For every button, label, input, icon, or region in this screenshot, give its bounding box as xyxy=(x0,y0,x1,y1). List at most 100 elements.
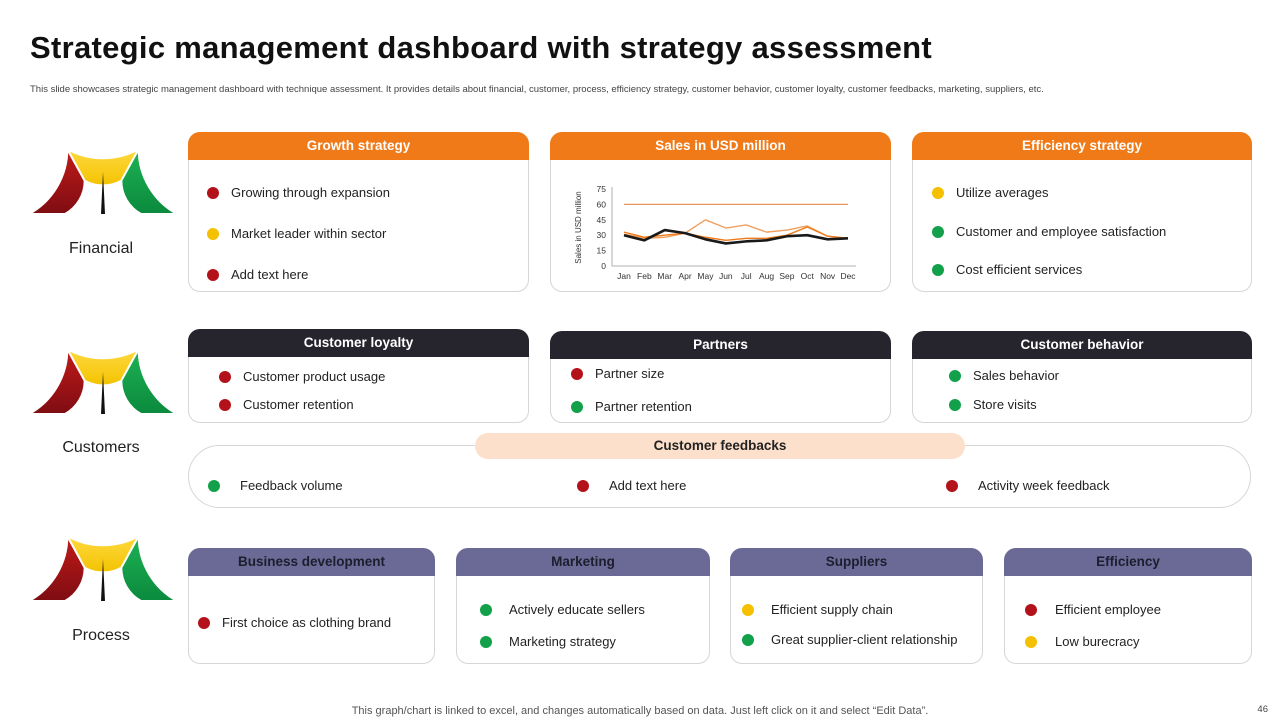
business-development-title: Business development xyxy=(237,554,386,569)
list-item: Partner retention xyxy=(571,399,692,414)
list-item: Great supplier-client relationship xyxy=(742,632,957,647)
customer-feedbacks-card: Feedback volume Add text here Activity w… xyxy=(188,445,1251,508)
sales-chart-title: Sales in USD million xyxy=(550,132,891,160)
gauge-segment xyxy=(120,535,178,602)
gauge-segment xyxy=(120,348,178,415)
list-item: Cost efficient services xyxy=(932,262,1082,277)
list-item: Actively educate sellers xyxy=(480,602,645,617)
status-dot xyxy=(742,633,754,646)
status-dot xyxy=(932,225,944,238)
list-item: Marketing strategy xyxy=(480,634,616,649)
y-tick-label: 45 xyxy=(597,215,607,225)
customer-loyalty-title: Customer loyalty xyxy=(188,329,529,357)
growth-strategy-card: Growth strategy Growing through expansio… xyxy=(188,132,529,292)
status-dot xyxy=(207,186,219,199)
x-tick-label: Oct xyxy=(801,271,815,281)
customer-feedbacks-title: Customer feedbacks xyxy=(475,433,965,459)
efficiency-title: Efficiency xyxy=(1096,554,1160,569)
growth-strategy-title: Growth strategy xyxy=(188,132,529,160)
list-item: Customer product usage xyxy=(219,369,385,384)
list-item: Low burecracy xyxy=(1025,634,1140,649)
x-tick-label: Mar xyxy=(657,271,672,281)
status-dot xyxy=(480,603,492,616)
customer-loyalty-card: Customer loyalty Customer product usage … xyxy=(188,329,529,423)
list-item: First choice as clothing brand xyxy=(198,615,391,630)
list-item: Feedback volume xyxy=(208,478,343,493)
list-item: Efficient employee xyxy=(1025,602,1161,617)
list-item: Market leader within sector xyxy=(207,226,386,241)
x-tick-label: Feb xyxy=(637,271,652,281)
x-tick-label: Jul xyxy=(741,271,752,281)
x-tick-label: Sep xyxy=(779,271,794,281)
list-item: Add text here xyxy=(577,478,686,493)
customers-label: Customers xyxy=(62,439,140,456)
list-item: Efficient supply chain xyxy=(742,602,893,617)
x-tick-label: Apr xyxy=(678,271,691,281)
sales-line-chart[interactable]: 0 15 30 45 60 75 Jan Feb Mar Apr May Jun Jul Aug Sep Oc… xyxy=(551,133,892,293)
y-tick-label: 60 xyxy=(597,199,607,209)
status-dot xyxy=(1025,635,1037,648)
y-tick-label: 0 xyxy=(601,261,606,271)
efficiency-strategy-title: Efficiency strategy xyxy=(912,132,1252,160)
x-tick-label: Jan xyxy=(617,271,631,281)
status-dot xyxy=(207,268,219,281)
process-gauge-icon xyxy=(28,533,178,602)
status-dot xyxy=(949,369,961,382)
page-number: 46 xyxy=(1257,704,1268,715)
gauge-needle xyxy=(101,559,105,601)
page-subtitle: This slide showcases strategic managemen… xyxy=(30,84,1044,95)
financial-label: Financial xyxy=(68,240,134,257)
status-dot xyxy=(932,186,944,199)
status-dot xyxy=(949,398,961,411)
list-item: Utilize averages xyxy=(932,185,1049,200)
footer-note: This graph/chart is linked to excel, and… xyxy=(351,705,929,717)
list-item: Sales behavior xyxy=(949,368,1059,383)
y-tick-label: 30 xyxy=(597,230,607,240)
marketing-title: Marketing xyxy=(551,554,615,569)
status-dot xyxy=(208,479,220,492)
suppliers-title: Suppliers xyxy=(825,554,888,569)
list-item: Store visits xyxy=(949,397,1037,412)
list-item: Partner size xyxy=(571,366,664,381)
efficiency-strategy-card: Efficiency strategy Utilize averages Cus… xyxy=(912,132,1252,292)
list-item: Customer retention xyxy=(219,397,354,412)
status-dot xyxy=(207,227,219,240)
x-tick-label: Dec xyxy=(840,271,856,281)
gauge-needle xyxy=(101,372,105,414)
gauge-segment xyxy=(120,148,178,215)
series-line xyxy=(623,228,849,245)
status-dot xyxy=(742,603,754,616)
partners-card: Partners Partner size Partner retention xyxy=(550,331,891,423)
list-item: Customer and employee satisfaction xyxy=(932,224,1166,239)
financial-gauge-icon xyxy=(28,146,178,215)
sales-chart-card: Sales in USD million 0 15 30 45 60 75 Jan Feb Ma… xyxy=(550,132,891,292)
marketing-card: Marketing Actively educate sellers Marke… xyxy=(456,548,710,664)
series-line xyxy=(623,226,849,242)
gauge-needle xyxy=(101,172,105,214)
suppliers-card: Suppliers Efficient supply chain Great s… xyxy=(730,548,983,664)
status-dot xyxy=(571,367,583,380)
x-tick-label: Nov xyxy=(820,271,836,281)
x-tick-label: Aug xyxy=(759,271,774,281)
x-tick-label: May xyxy=(697,271,714,281)
list-item: Growing through expansion xyxy=(207,185,390,200)
status-dot xyxy=(219,398,231,411)
customer-behavior-title: Customer behavior xyxy=(912,331,1252,359)
efficiency-card: Efficiency Efficient employee Low burecr… xyxy=(1004,548,1252,664)
y-axis-label: Sales in USD million xyxy=(574,191,583,263)
x-tick-label: Jun xyxy=(719,271,733,281)
status-dot xyxy=(571,400,583,413)
status-dot xyxy=(577,479,589,492)
partners-title: Partners xyxy=(550,331,891,359)
customer-behavior-card: Customer behavior Sales behavior Store v… xyxy=(912,331,1252,423)
list-item: Add text here xyxy=(207,267,308,282)
process-label: Process xyxy=(72,627,130,644)
page-title: Strategic management dashboard with stra… xyxy=(30,30,933,65)
y-tick-label: 15 xyxy=(597,246,607,256)
status-dot xyxy=(932,263,944,276)
y-tick-label: 75 xyxy=(597,184,607,194)
list-item: Activity week feedback xyxy=(946,478,1110,493)
status-dot xyxy=(198,616,210,629)
status-dot xyxy=(1025,603,1037,616)
status-dot xyxy=(946,479,958,492)
